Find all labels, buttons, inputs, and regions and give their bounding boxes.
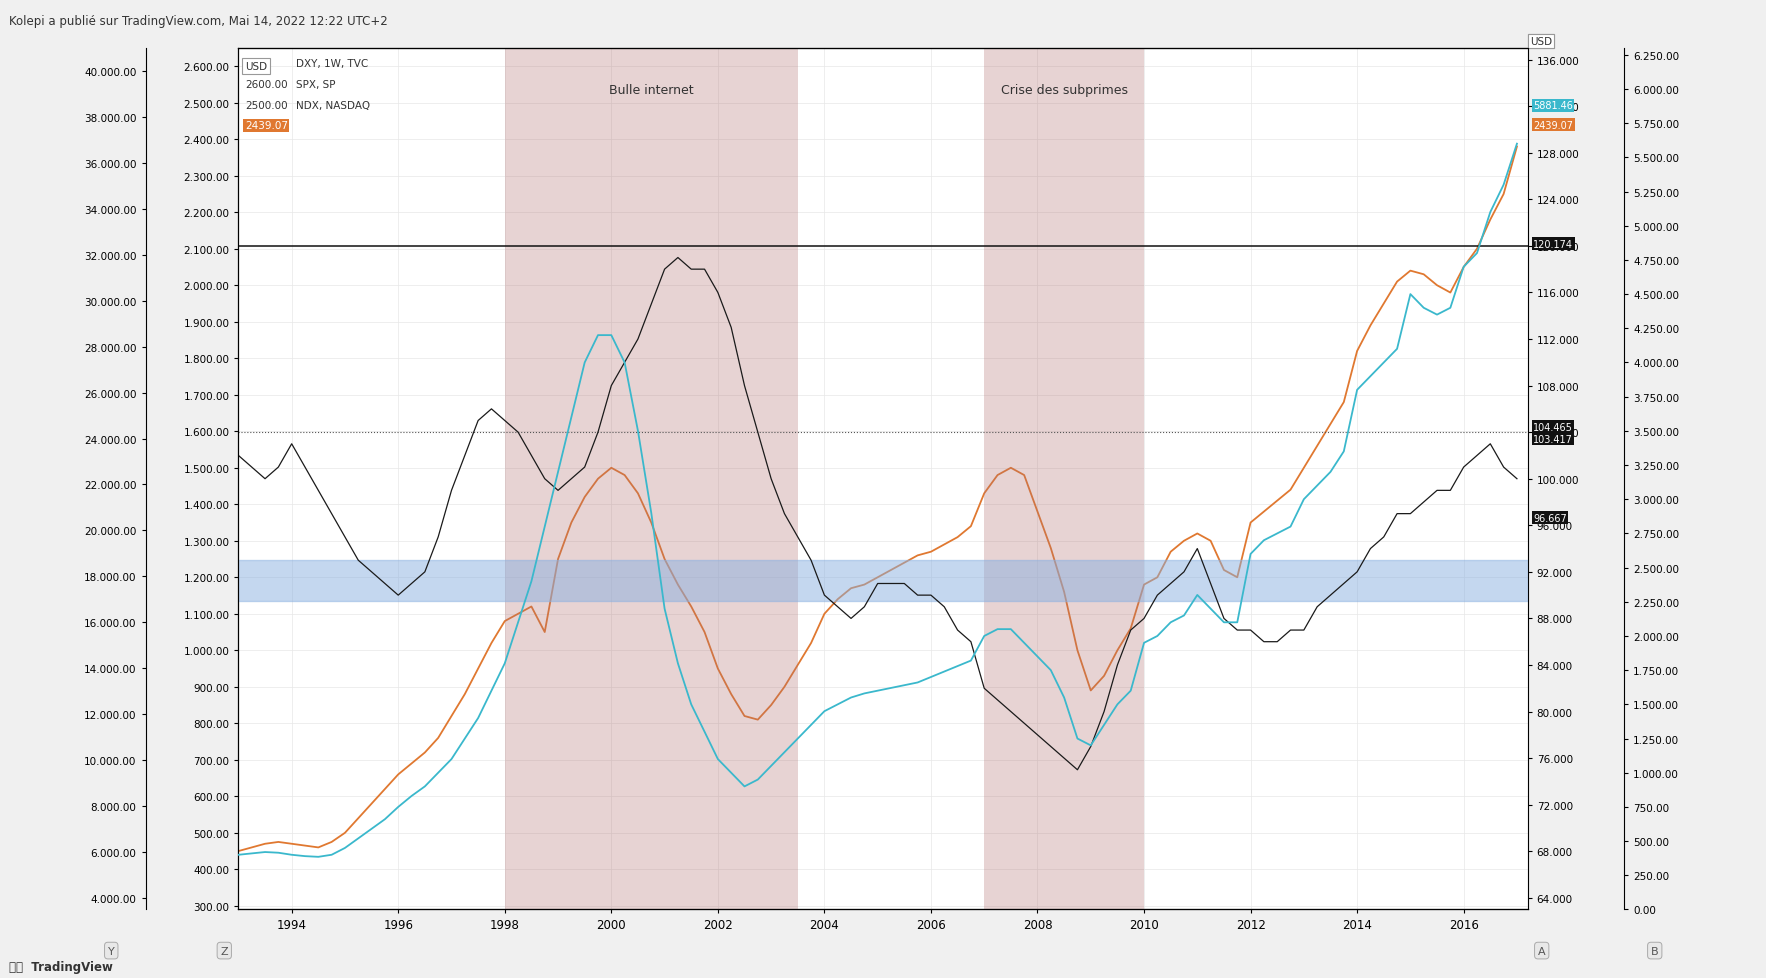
Text: 🅃🅅  TradingView: 🅃🅅 TradingView (9, 960, 113, 973)
Text: USD: USD (1529, 37, 1552, 47)
Text: A: A (1538, 946, 1545, 956)
Text: 2439.07: 2439.07 (245, 121, 288, 131)
Text: DXY, 1W, TVC: DXY, 1W, TVC (297, 60, 369, 69)
Text: Kolepi a publié sur TradingView.com, Mai 14, 2022 12:22 UTC+2: Kolepi a publié sur TradingView.com, Mai… (9, 15, 387, 27)
Text: SPX, SP: SPX, SP (297, 80, 336, 90)
Text: USD: USD (1529, 37, 1552, 47)
Text: 120.174: 120.174 (1533, 240, 1574, 249)
Bar (238, 560, 1528, 601)
Text: Z: Z (221, 946, 228, 956)
Text: 2500.00: 2500.00 (245, 101, 288, 111)
Bar (505, 49, 798, 910)
Text: NDX, NASDAQ: NDX, NASDAQ (297, 101, 371, 111)
Text: 5881.46: 5881.46 (1533, 101, 1574, 111)
Text: Y: Y (108, 946, 115, 956)
Text: Bulle internet: Bulle internet (609, 84, 694, 97)
Bar (984, 49, 1144, 910)
Text: USD: USD (245, 62, 267, 71)
Text: 2439.07: 2439.07 (1533, 121, 1574, 131)
Text: 103.417: 103.417 (1533, 434, 1574, 444)
Text: Crise des subprimes: Crise des subprimes (1001, 84, 1128, 97)
Text: 96.667: 96.667 (1533, 513, 1566, 523)
Text: 2600.00: 2600.00 (245, 80, 288, 90)
Text: B: B (1651, 946, 1658, 956)
Text: 104.465: 104.465 (1533, 422, 1574, 432)
